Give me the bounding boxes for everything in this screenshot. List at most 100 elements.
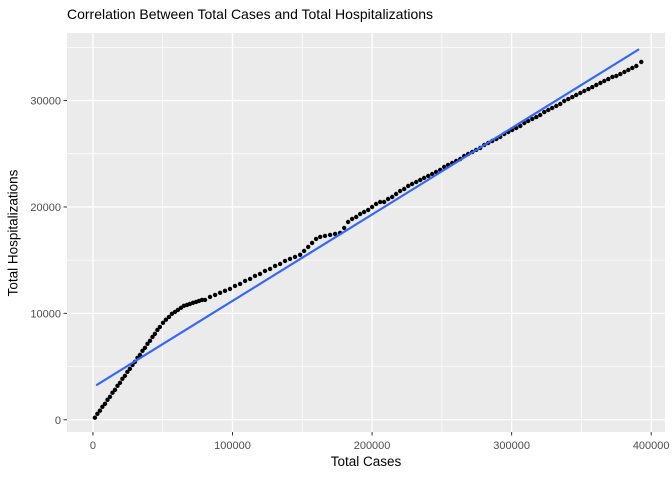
data-point [361, 209, 367, 215]
data-point [112, 387, 118, 392]
data-point [606, 76, 611, 82]
data-point [634, 63, 639, 69]
data-point [207, 294, 213, 300]
data-point [414, 179, 419, 185]
data-point [150, 334, 155, 340]
data-point [105, 397, 110, 402]
data-point [301, 248, 307, 254]
data-point [257, 271, 263, 277]
data-point [566, 96, 571, 102]
data-point [142, 345, 148, 350]
x-tick-label: 400000 [633, 440, 670, 452]
data-point [349, 216, 355, 222]
data-point [594, 82, 599, 88]
data-point [127, 366, 133, 371]
data-point [426, 173, 431, 179]
y-tick-label: 20000 [30, 202, 61, 214]
data-point [297, 252, 303, 257]
data-point [110, 390, 115, 395]
data-point [618, 71, 623, 77]
data-point [262, 268, 268, 274]
x-axis-title: Total Cases [330, 454, 402, 469]
data-point [327, 232, 333, 238]
data-point [115, 383, 120, 388]
data-point [345, 219, 351, 225]
data-point [152, 331, 158, 336]
data-point [342, 225, 347, 231]
data-point [586, 86, 591, 92]
data-point [390, 194, 395, 200]
data-point [102, 401, 108, 406]
data-point [247, 276, 253, 282]
data-point [590, 84, 595, 90]
data-point [97, 408, 103, 413]
data-point [366, 207, 371, 213]
data-point [393, 191, 399, 197]
data-point [309, 240, 315, 246]
data-point [306, 244, 311, 250]
data-point [610, 74, 615, 80]
data-point [578, 90, 583, 96]
data-point [147, 338, 153, 343]
data-point [357, 211, 363, 217]
data-point [534, 114, 539, 120]
data-point [614, 73, 619, 79]
y-tick-label: 10000 [30, 308, 61, 320]
data-point [322, 233, 328, 239]
data-point [232, 283, 238, 289]
data-point [282, 258, 288, 264]
data-point [107, 394, 113, 399]
data-point [409, 181, 415, 187]
data-point [558, 101, 563, 107]
data-point [95, 411, 100, 416]
data-point [277, 261, 283, 267]
data-point [202, 297, 208, 303]
y-tick-label: 0 [55, 415, 61, 427]
data-point [582, 88, 587, 94]
data-point [287, 256, 293, 262]
data-point [418, 177, 423, 183]
data-point [406, 183, 411, 189]
data-point [373, 201, 379, 207]
data-point [227, 286, 233, 292]
data-point [145, 341, 150, 346]
data-point [526, 118, 531, 124]
data-point [267, 266, 273, 272]
data-point [570, 94, 575, 100]
data-point [175, 307, 181, 313]
data-point [385, 196, 391, 202]
data-point [137, 352, 143, 358]
data-point [318, 234, 323, 240]
data-point [354, 214, 359, 220]
data-point [630, 65, 635, 71]
data-point [222, 288, 228, 293]
data-point [562, 98, 567, 104]
data-point [546, 107, 551, 113]
data-point [538, 112, 543, 118]
data-point [157, 324, 163, 330]
data-point [378, 199, 383, 205]
data-point [518, 123, 523, 129]
x-tick-label: 200000 [354, 440, 391, 452]
data-point [622, 69, 627, 75]
data-point [430, 171, 435, 177]
data-point [120, 376, 125, 381]
data-point [122, 373, 128, 378]
data-point [598, 80, 603, 86]
data-point [421, 175, 427, 181]
data-point [402, 186, 407, 192]
data-point [217, 290, 223, 295]
data-point [272, 263, 278, 269]
data-point [550, 105, 555, 111]
data-point [242, 278, 248, 284]
x-tick-label: 0 [90, 440, 96, 452]
regression-line [95, 48, 640, 386]
data-point [542, 109, 547, 115]
data-point [626, 67, 631, 73]
data-point [163, 317, 169, 322]
data-point [117, 380, 123, 385]
data-point [639, 59, 644, 65]
data-point [397, 188, 403, 194]
data-point [332, 231, 338, 237]
